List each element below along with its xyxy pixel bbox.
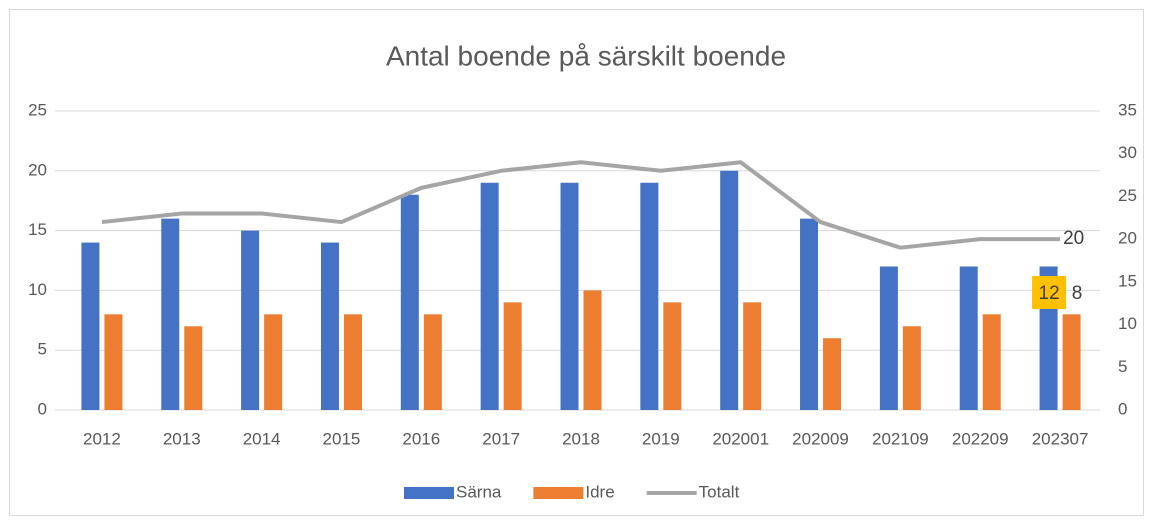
y2-tick-label: 5 bbox=[1118, 357, 1127, 376]
bar bbox=[583, 290, 602, 410]
x-tick-label: 2016 bbox=[402, 429, 440, 448]
legend-label: Totalt bbox=[699, 482, 740, 501]
y2-tick-label: 15 bbox=[1118, 271, 1137, 290]
y-tick-label: 10 bbox=[28, 280, 47, 299]
bar bbox=[343, 314, 362, 410]
y-tick-label: 25 bbox=[28, 100, 47, 119]
x-tick-label: 202209 bbox=[952, 429, 1009, 448]
bar bbox=[320, 242, 339, 410]
bar bbox=[81, 242, 100, 410]
legend-swatch bbox=[533, 487, 584, 499]
bar bbox=[560, 182, 579, 410]
y-tick-label: 15 bbox=[28, 220, 47, 239]
x-tick-label: 2012 bbox=[83, 429, 121, 448]
bar bbox=[400, 194, 419, 410]
data-label: 8 bbox=[1072, 283, 1083, 304]
bar bbox=[823, 338, 842, 410]
x-tick-label: 2014 bbox=[243, 429, 281, 448]
bar bbox=[640, 182, 659, 410]
data-label-box bbox=[1032, 276, 1067, 309]
line bbox=[101, 160, 1061, 250]
x-tick-label: 2013 bbox=[163, 429, 201, 448]
bar bbox=[161, 218, 180, 410]
data-label: 20 bbox=[1063, 228, 1084, 249]
bar bbox=[902, 326, 921, 410]
bar bbox=[423, 314, 442, 410]
x-tick-label: 2017 bbox=[482, 429, 520, 448]
y-tick-label: 0 bbox=[38, 399, 47, 418]
bar bbox=[982, 314, 1001, 410]
bar bbox=[184, 326, 203, 410]
legend-label: Idre bbox=[585, 482, 614, 501]
bar bbox=[743, 302, 762, 410]
x-tick-label: 202001 bbox=[712, 429, 769, 448]
x-tick-label: 2018 bbox=[562, 429, 600, 448]
bar bbox=[264, 314, 283, 410]
y-tick-label: 20 bbox=[28, 160, 47, 179]
y2-tick-label: 0 bbox=[1118, 399, 1127, 418]
y2-tick-label: 10 bbox=[1118, 314, 1137, 333]
y2-tick-label: 20 bbox=[1118, 229, 1137, 248]
legend-swatch bbox=[404, 487, 454, 499]
x-tick-label: 2019 bbox=[642, 429, 680, 448]
bar bbox=[480, 182, 499, 410]
x-tick-label: 202009 bbox=[792, 429, 849, 448]
data-label: 12 bbox=[1039, 283, 1060, 304]
chart-title: Antal boende på särskilt boende bbox=[386, 40, 786, 71]
bar bbox=[104, 314, 123, 410]
bar bbox=[503, 302, 522, 410]
bar bbox=[720, 170, 739, 410]
bar bbox=[663, 302, 682, 410]
y-tick-label: 5 bbox=[38, 340, 47, 359]
x-tick-label: 202109 bbox=[872, 429, 929, 448]
x-tick-label: 2015 bbox=[323, 429, 361, 448]
bar bbox=[959, 266, 978, 410]
y2-tick-label: 35 bbox=[1118, 100, 1137, 119]
x-tick-label: 202307 bbox=[1032, 429, 1089, 448]
legend-label: Särna bbox=[456, 482, 502, 501]
y2-tick-label: 25 bbox=[1118, 186, 1137, 205]
y2-tick-label: 30 bbox=[1118, 143, 1137, 162]
bar bbox=[241, 230, 260, 410]
bar bbox=[879, 266, 898, 410]
bar bbox=[800, 218, 819, 410]
bar bbox=[1062, 314, 1081, 410]
